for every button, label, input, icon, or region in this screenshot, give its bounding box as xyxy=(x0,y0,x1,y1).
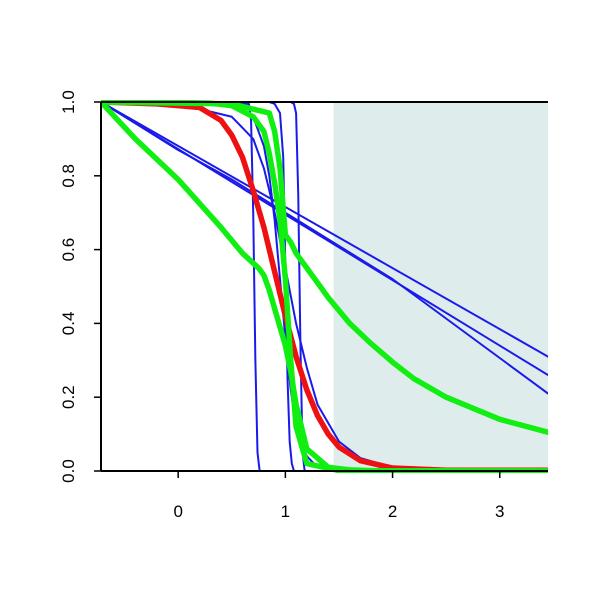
y-tick-label: 0.0 xyxy=(59,459,78,483)
shaded-region-layer xyxy=(333,102,548,471)
series-layer xyxy=(101,100,548,473)
series-line-12 xyxy=(101,100,548,435)
series-line-3 xyxy=(101,101,548,395)
x-tick-label: 0 xyxy=(173,502,182,521)
shaded-region xyxy=(333,102,548,471)
y-tick-label: 0.6 xyxy=(59,238,78,262)
y-tick-label: 1.0 xyxy=(59,90,78,114)
axis-layer xyxy=(94,101,548,478)
y-tick-label: 0.2 xyxy=(59,385,78,409)
tick-label-layer: 0 1 2 3 0.0 0.2 0.4 0.6 0.8 1.0 xyxy=(59,90,504,521)
x-tick-label: 2 xyxy=(388,502,397,521)
y-tick-label: 0.4 xyxy=(59,312,78,336)
x-tick-label: 3 xyxy=(495,502,504,521)
series-line-1 xyxy=(101,101,548,358)
x-tick-label: 1 xyxy=(281,502,290,521)
y-tick-label: 0.8 xyxy=(59,164,78,188)
series-line-9 xyxy=(101,100,548,473)
